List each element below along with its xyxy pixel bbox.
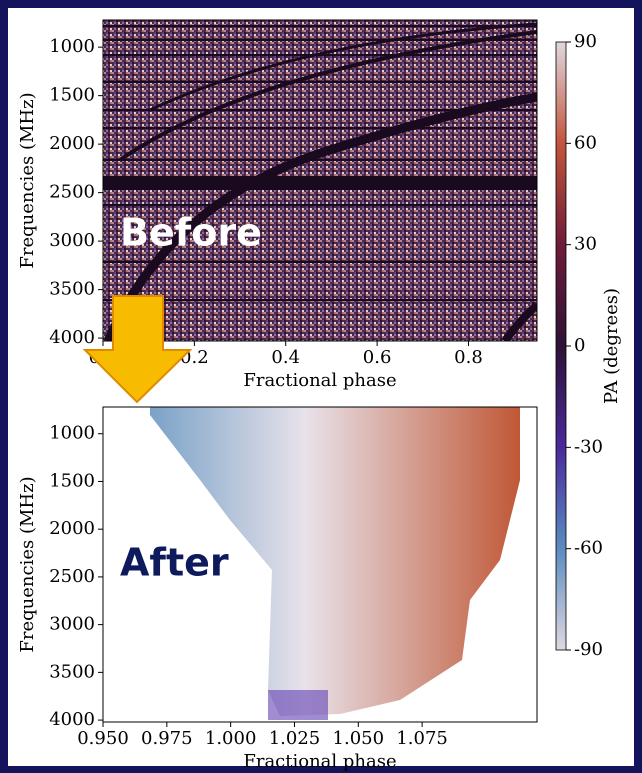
x-tick-label: 1.000 xyxy=(205,728,257,749)
annotation: Before xyxy=(120,211,262,255)
colorbar xyxy=(555,41,567,651)
y-tick-label: 3000 xyxy=(49,614,95,635)
y-tick-label: 3500 xyxy=(49,661,95,682)
x-tick-label: 0.4 xyxy=(271,347,300,368)
x-tick-label: 1.075 xyxy=(396,728,448,749)
colorbar-tick-label: -30 xyxy=(574,436,603,457)
x-tick-label: 1.025 xyxy=(269,728,321,749)
x-tick-label: 0.8 xyxy=(454,347,483,368)
y-tick-label: 4000 xyxy=(49,327,95,348)
y-tick-label: 3000 xyxy=(49,230,95,251)
x-tick-label: 1.050 xyxy=(333,728,385,749)
y-tick-label: 1000 xyxy=(49,423,95,444)
x-tick-label: 0.975 xyxy=(141,728,193,749)
colorbar-label: PA (degrees) xyxy=(601,288,622,404)
colorbar-tick-label: -60 xyxy=(574,538,603,559)
colorbar-tick-label: -90 xyxy=(574,639,603,660)
before-image xyxy=(103,20,537,341)
annotation: After xyxy=(120,541,229,585)
after-image xyxy=(268,690,328,720)
x-axis-label: Fractional phase xyxy=(243,370,396,391)
y-axis-label: Frequencies (MHz) xyxy=(17,476,38,652)
y-tick-label: 2500 xyxy=(49,182,95,203)
plot-frame xyxy=(102,19,538,342)
colorbar-tick-label: 90 xyxy=(574,31,597,52)
x-tick-label: 0.6 xyxy=(363,347,392,368)
after-image xyxy=(150,407,520,716)
y-axis-label: Frequencies (MHz) xyxy=(17,92,38,268)
y-tick-label: 2000 xyxy=(49,518,95,539)
y-tick-label: 1000 xyxy=(49,36,95,57)
colorbar-tick-label: 60 xyxy=(574,132,597,153)
plot-frame xyxy=(102,406,538,723)
x-axis-label: Fractional phase xyxy=(243,751,396,772)
arrow xyxy=(82,295,193,404)
y-tick-label: 1500 xyxy=(49,85,95,106)
colorbar-tick-label: 0 xyxy=(574,335,585,356)
y-tick-label: 2000 xyxy=(49,133,95,154)
y-tick-label: 3500 xyxy=(49,279,95,300)
y-tick-label: 4000 xyxy=(49,709,95,730)
colorbar-tick-label: 30 xyxy=(574,234,597,255)
x-tick-label: 0.950 xyxy=(77,728,129,749)
y-tick-label: 1500 xyxy=(49,470,95,491)
y-tick-label: 2500 xyxy=(49,566,95,587)
